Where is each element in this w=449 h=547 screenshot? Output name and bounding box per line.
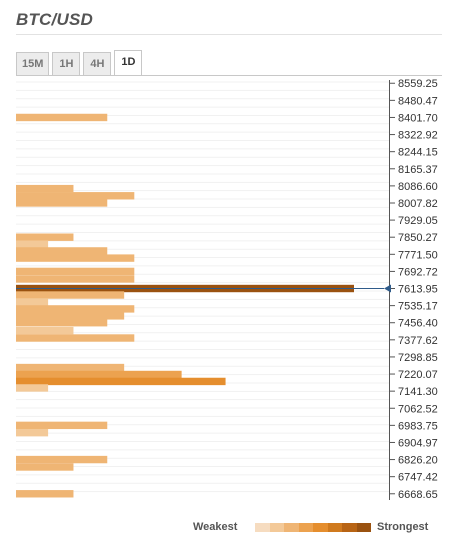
confluence-bar	[16, 192, 135, 200]
tab-1h[interactable]: 1H	[52, 52, 81, 76]
confluence-bar	[16, 370, 182, 379]
tick-label: 6747.42	[398, 472, 438, 484]
tick-label: 7771.50	[398, 249, 438, 261]
confluence-bar	[16, 275, 135, 283]
confluence-bar	[16, 490, 74, 498]
tick-label: 7062.52	[398, 403, 438, 415]
tick-label: 7850.27	[398, 232, 438, 244]
tick-label: 7929.05	[398, 215, 438, 227]
tick-label: 7377.62	[398, 335, 438, 347]
tick-label: 7692.72	[398, 266, 438, 278]
legend-swatch	[356, 523, 371, 532]
confluence-bar	[16, 334, 135, 342]
tick-label: 8007.82	[398, 198, 438, 210]
tick-label: 8401.70	[398, 112, 438, 124]
confluence-bar	[16, 233, 74, 241]
tab-1d[interactable]: 1D	[114, 50, 143, 76]
confluence-bar	[16, 319, 108, 327]
legend-swatch	[342, 523, 357, 532]
legend-swatch	[313, 523, 328, 532]
legend-swatch	[327, 523, 342, 532]
tick-label: 7613.95	[398, 284, 438, 296]
confluence-bar	[16, 254, 135, 262]
legend-strongest-label: Strongest	[377, 521, 429, 533]
confluence-bar	[16, 247, 108, 255]
tick-label: 6826.20	[398, 455, 438, 467]
legend-swatch	[255, 523, 270, 532]
confluence-bar	[16, 291, 125, 299]
tick-label: 7535.17	[398, 301, 438, 313]
tick-label: 8559.25	[398, 78, 438, 90]
confluence-bar	[16, 184, 74, 193]
confluence-bar	[16, 377, 226, 386]
confluence-bar	[16, 326, 74, 335]
strength-legend: Weakest Strongest	[0, 518, 449, 538]
legend-color-scale	[255, 523, 371, 532]
tick-label: 6983.75	[398, 420, 438, 432]
confluence-bar	[16, 384, 49, 392]
tick-label: 8086.60	[398, 181, 438, 193]
timeframe-tabs: 15M 1H 4H 1D	[16, 50, 145, 76]
tick-label: 8480.47	[398, 95, 438, 107]
legend-swatch	[269, 523, 284, 532]
confluence-chart: 8559.25 8480.47 8401.70 8322.92 8244.15 8165.…	[16, 78, 438, 501]
confluence-bar	[16, 421, 108, 430]
tick-label: 7220.07	[398, 369, 438, 381]
confluence-bar	[16, 463, 74, 471]
confluence-bar	[16, 240, 49, 248]
tick-label: 8165.37	[398, 164, 438, 176]
tick-label: 7141.30	[398, 386, 438, 398]
tab-4h[interactable]: 4H	[83, 52, 112, 76]
tabs-divider	[16, 75, 442, 76]
confluence-bar	[16, 305, 135, 313]
tick-label: 6904.97	[398, 437, 438, 449]
title-divider	[16, 34, 442, 35]
tick-label: 8244.15	[398, 147, 438, 159]
current-price-marker	[384, 284, 391, 293]
tick-label: 7298.85	[398, 352, 438, 364]
chart-title: BTC/USD	[16, 10, 93, 29]
legend-swatch	[298, 523, 313, 532]
confluence-bar	[16, 113, 108, 122]
confluence-bar	[16, 199, 108, 207]
confluence-bar	[16, 455, 108, 464]
confluence-bar	[16, 298, 49, 306]
tick-label: 6668.65	[398, 489, 438, 501]
tick-label: 7456.40	[398, 318, 438, 330]
tab-15m[interactable]: 15M	[16, 52, 50, 76]
legend-swatch	[284, 523, 299, 532]
confluence-bar	[16, 363, 125, 372]
tick-label: 8322.92	[398, 130, 438, 142]
confluence-bar	[16, 312, 125, 320]
confluence-bar	[16, 428, 49, 437]
legend-weakest-label: Weakest	[193, 521, 238, 533]
confluence-bar	[16, 267, 135, 276]
